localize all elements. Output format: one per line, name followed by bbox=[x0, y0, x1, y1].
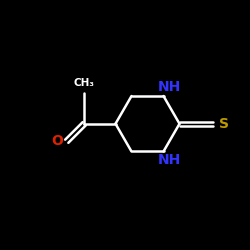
Text: NH: NH bbox=[158, 80, 182, 94]
Text: O: O bbox=[51, 134, 63, 148]
Text: S: S bbox=[219, 117, 229, 131]
Text: CH₃: CH₃ bbox=[74, 78, 95, 88]
Text: NH: NH bbox=[158, 153, 181, 167]
